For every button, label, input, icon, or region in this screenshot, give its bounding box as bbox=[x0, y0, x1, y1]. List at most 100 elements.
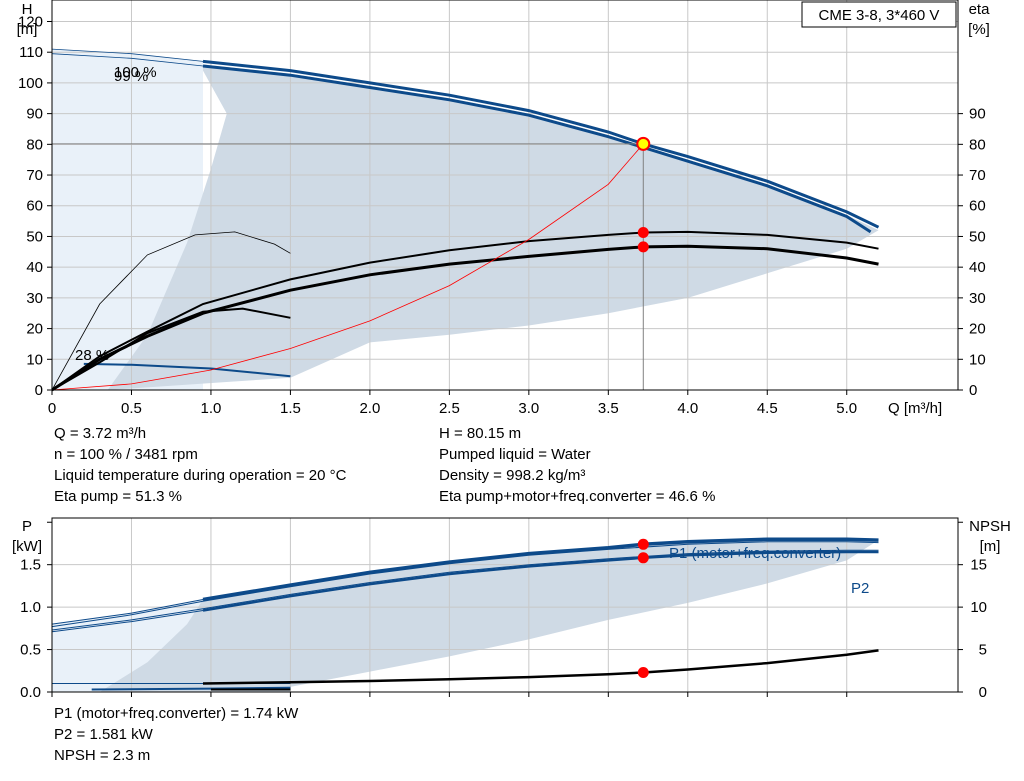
title-box-text: CME 3-8, 3*460 V bbox=[819, 7, 940, 24]
bottom-curve-npsh bbox=[202, 649, 879, 685]
top-y-tick-label: 70 bbox=[26, 167, 43, 184]
annotation-100: 100 % bbox=[114, 64, 157, 81]
top-x-tick-label: 1.5 bbox=[280, 400, 301, 417]
top-x-tick-label: 4.0 bbox=[677, 400, 698, 417]
top-y2-tick-label: 70 bbox=[969, 167, 986, 184]
top-ylabel-left-line1: H bbox=[22, 1, 33, 18]
top-x-tick-label: 2.5 bbox=[439, 400, 460, 417]
top-curve-eta-pump bbox=[51, 230, 879, 391]
top-x-tick-label: 0.5 bbox=[121, 400, 142, 417]
top-plot-frame bbox=[51, 0, 959, 391]
top-curve-eta-thin bbox=[51, 231, 291, 391]
top-y-tick-label: 0 bbox=[35, 382, 43, 399]
info-density: Density = 998.2 kg/m³ bbox=[439, 467, 586, 484]
top-curve-eta-low-speed bbox=[51, 307, 291, 391]
top-x-tick-label: 3.0 bbox=[518, 400, 539, 417]
bottom-curve-p2-min-b bbox=[51, 608, 204, 631]
duty-point bbox=[636, 136, 651, 151]
bottom-y-tick-label: 0.5 bbox=[20, 642, 41, 659]
top-y-tick-label: 120 bbox=[18, 13, 43, 30]
top-y2-tick-label: 20 bbox=[969, 321, 986, 338]
bottom-y2-tick-label: 0 bbox=[979, 684, 987, 701]
npsh-point bbox=[637, 666, 649, 678]
top-x-tick-label: 3.5 bbox=[598, 400, 619, 417]
top-x-tick-label: 2.0 bbox=[359, 400, 380, 417]
top-y-tick-label: 30 bbox=[26, 290, 43, 307]
top-y-tick-label: 100 bbox=[18, 75, 43, 92]
bottom-y2-tick-label: 15 bbox=[970, 557, 987, 574]
bottom-curve-p1-min-b bbox=[51, 600, 204, 628]
info-bottom: P1 (motor+freq.converter) = 1.74 kW P2 =… bbox=[54, 703, 298, 766]
top-x-tick-label: 0 bbox=[48, 400, 56, 417]
bottom-y-tick-label: 1.5 bbox=[20, 557, 41, 574]
top-y2-tick-label: 30 bbox=[969, 290, 986, 307]
top-y-tick-label: 20 bbox=[26, 321, 43, 338]
top-y2-tick-label: 80 bbox=[969, 136, 986, 153]
eta-pump-point bbox=[637, 226, 649, 238]
bottom-plot-frame bbox=[51, 517, 959, 693]
top-y2-tick-label: 60 bbox=[969, 198, 986, 215]
bottom-curve-p2-min bbox=[51, 610, 204, 633]
bottom-curve-p2 bbox=[202, 550, 879, 612]
info-eta-total: Eta pump+motor+freq.converter = 46.6 % bbox=[439, 488, 716, 505]
top-y2-tick-label: 10 bbox=[969, 351, 986, 368]
top-curve-system-curve bbox=[51, 143, 644, 391]
bottom-curve-p1-motor-freq-converter- bbox=[202, 537, 879, 602]
p2-series-label: P2 bbox=[851, 580, 869, 597]
top-curve-h-min bbox=[51, 48, 204, 62]
head-efficiency-chart: 0 0.5 1.0 1.5 2.0 2.5 3.0 3.5 4.0 4.5 5.0 0 10 20 30 40… bbox=[17, 0, 991, 417]
info-speed: n = 100 % / 3481 rpm bbox=[54, 446, 198, 463]
bottom-curve-p-28-a bbox=[91, 686, 291, 691]
info-temperature: Liquid temperature during operation = 20… bbox=[54, 467, 347, 484]
info-p2: P2 = 1.581 kW bbox=[54, 726, 153, 743]
top-y-tick-label: 110 bbox=[19, 44, 43, 61]
top-ylabel-right-line1: eta bbox=[969, 1, 991, 18]
top-operating-area bbox=[107, 64, 879, 390]
p1-series-label: P1 (motor+freq.converter) bbox=[669, 545, 841, 562]
annotation-99: 99 % bbox=[114, 68, 148, 85]
top-y-tick-label: 40 bbox=[26, 259, 43, 276]
bottom-y-tick-label: 0.0 bbox=[20, 684, 41, 701]
top-y-tick-label: 10 bbox=[26, 351, 43, 368]
info-eta-pump: Eta pump = 51.3 % bbox=[54, 488, 182, 505]
bottom-curve-p2-b bbox=[202, 549, 879, 610]
top-x-tick-label: 4.5 bbox=[757, 400, 778, 417]
title-box bbox=[801, 1, 957, 28]
top-x-tick-label: 5.0 bbox=[836, 400, 857, 417]
bottom-y-tick-label: 1.0 bbox=[20, 599, 41, 616]
bottom-ylabel-right-line1: NPSH bbox=[969, 518, 1011, 535]
top-ylabel-right-line2: [%] bbox=[968, 21, 990, 38]
eta-total-point bbox=[637, 241, 649, 253]
info-liquid: Pumped liquid = Water bbox=[439, 446, 591, 463]
top-y2-tick-label: 50 bbox=[969, 228, 986, 245]
info-npsh: NPSH = 2.3 m bbox=[54, 747, 151, 764]
bottom-operating-area bbox=[99, 539, 879, 692]
top-curve-h-100- bbox=[202, 59, 880, 229]
info-head: H = 80.15 m bbox=[439, 425, 522, 442]
top-curve-h-99- bbox=[202, 64, 872, 234]
bottom-ylabel-right-line2: [m] bbox=[980, 538, 1001, 555]
p2-point bbox=[637, 552, 649, 564]
top-xlabel: Q [m³/h] bbox=[888, 400, 942, 417]
bottom-ylabel-left-line2: [kW] bbox=[12, 538, 42, 555]
top-ylabel-left-line2: [m] bbox=[17, 21, 38, 38]
bottom-y2-tick-label: 5 bbox=[979, 642, 987, 659]
top-curve-eta-total bbox=[51, 244, 879, 392]
annotation-28: 28 % bbox=[75, 347, 109, 364]
bottom-curve-p1-b bbox=[202, 541, 879, 602]
top-y-tick-label: 90 bbox=[26, 106, 43, 123]
top-y-tick-label: 50 bbox=[26, 228, 43, 245]
top-x-tick-label: 1.0 bbox=[201, 400, 222, 417]
info-p1: P1 (motor+freq.converter) = 1.74 kW bbox=[54, 705, 299, 722]
bottom-y2-tick-label: 10 bbox=[970, 599, 987, 616]
p1-point bbox=[637, 538, 649, 550]
bottom-ylabel-left-line1: P bbox=[22, 518, 32, 535]
bottom-curve-p1-min bbox=[51, 599, 204, 625]
top-y-tick-label: 60 bbox=[26, 198, 43, 215]
info-left: Q = 3.72 m³/h n = 100 % / 3481 rpm Liqui… bbox=[54, 423, 346, 507]
power-npsh-chart: 0.0 0.5 1.0 1.5 0 5 10 15 P [kW] NPSH [m] P1 (m… bbox=[12, 517, 1011, 701]
top-curve-h-28- bbox=[83, 362, 291, 378]
top-y-tick-label: 80 bbox=[26, 136, 43, 153]
top-y2-tick-label: 40 bbox=[969, 259, 986, 276]
